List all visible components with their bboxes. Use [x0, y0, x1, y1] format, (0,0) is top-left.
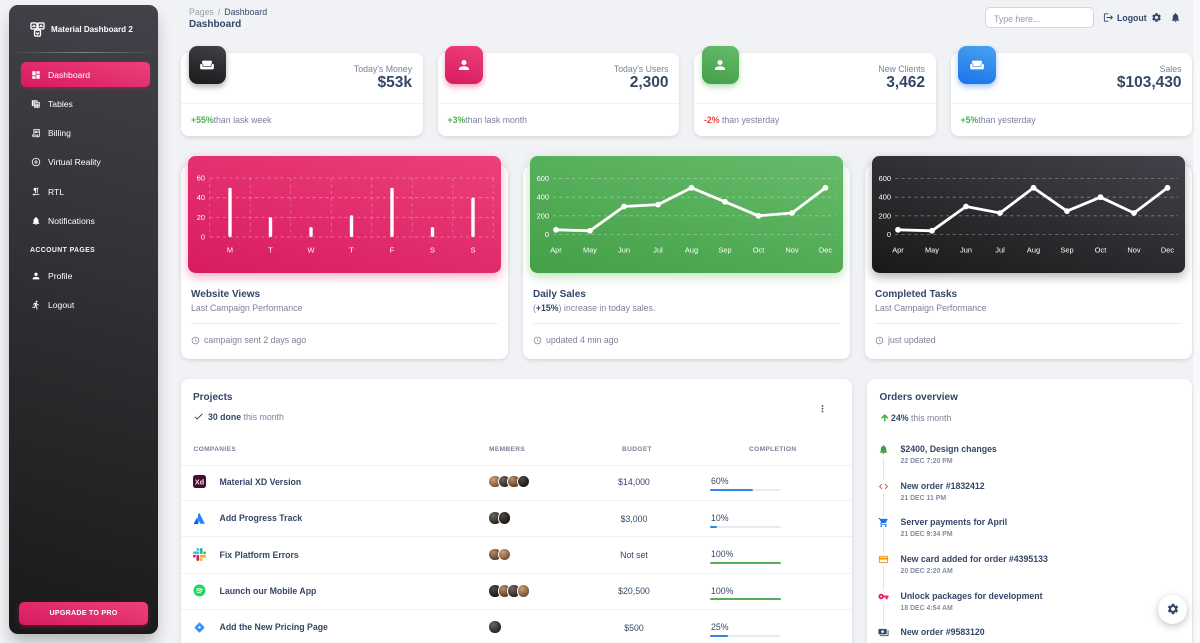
svg-text:200: 200 — [879, 211, 891, 220]
svg-text:May: May — [583, 245, 597, 254]
svg-text:Jul: Jul — [653, 245, 663, 254]
svg-text:S: S — [430, 245, 435, 254]
svg-text:Aug: Aug — [685, 245, 698, 254]
svg-text:Jul: Jul — [995, 245, 1005, 254]
svg-text:May: May — [925, 245, 939, 254]
svg-text:F: F — [390, 245, 395, 254]
svg-text:0: 0 — [545, 230, 549, 239]
svg-text:Nov: Nov — [785, 245, 798, 254]
svg-text:400: 400 — [537, 192, 549, 201]
svg-text:Oct: Oct — [1095, 245, 1107, 254]
svg-text:Jun: Jun — [960, 245, 972, 254]
svg-text:T: T — [268, 245, 273, 254]
svg-text:Aug: Aug — [1027, 245, 1040, 254]
svg-text:0: 0 — [887, 230, 891, 239]
svg-text:M: M — [227, 245, 233, 254]
svg-text:Nov: Nov — [1127, 245, 1140, 254]
svg-text:600: 600 — [879, 174, 891, 183]
svg-text:Apr: Apr — [550, 245, 562, 254]
svg-text:Apr: Apr — [892, 245, 904, 254]
svg-text:Oct: Oct — [753, 245, 765, 254]
svg-text:60: 60 — [197, 173, 205, 182]
svg-text:Dec: Dec — [819, 245, 832, 254]
svg-text:Sep: Sep — [718, 245, 731, 254]
svg-text:S: S — [471, 245, 476, 254]
svg-text:Sep: Sep — [1060, 245, 1073, 254]
svg-text:Jun: Jun — [618, 245, 630, 254]
svg-text:Dec: Dec — [1161, 245, 1174, 254]
svg-text:20: 20 — [197, 212, 205, 221]
svg-text:400: 400 — [879, 192, 891, 201]
svg-text:W: W — [308, 245, 315, 254]
svg-text:Xd: Xd — [194, 477, 203, 486]
svg-text:T: T — [349, 245, 354, 254]
svg-text:0: 0 — [201, 232, 205, 241]
svg-text:200: 200 — [537, 211, 549, 220]
svg-text:40: 40 — [197, 193, 205, 202]
svg-text:600: 600 — [537, 174, 549, 183]
